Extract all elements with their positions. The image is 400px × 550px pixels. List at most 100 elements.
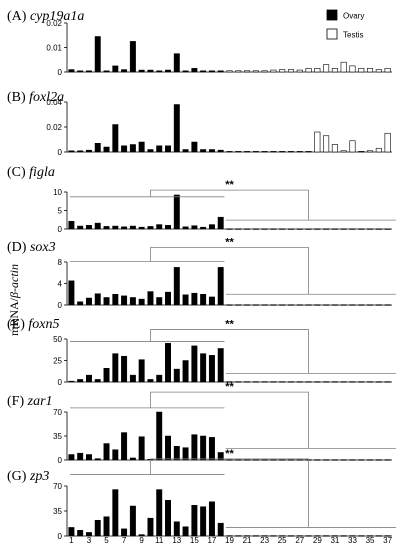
y-tick-label: 35 xyxy=(53,507,62,516)
bar-ovary xyxy=(68,150,75,153)
bar-testis xyxy=(331,144,338,153)
significance-marker: ** xyxy=(225,319,234,331)
bar-testis xyxy=(287,535,295,537)
bar-ovary xyxy=(191,141,198,153)
bar-ovary xyxy=(208,296,215,306)
panel-letter: (A) xyxy=(7,9,30,24)
bar-ovary xyxy=(77,225,84,230)
y-axis-label: mRNA/β-actin xyxy=(7,264,21,336)
bar-testis xyxy=(296,69,303,73)
bar-testis xyxy=(287,459,295,461)
bar-testis xyxy=(270,381,277,383)
significance-marker: ** xyxy=(225,236,234,248)
bar-ovary xyxy=(94,458,101,461)
x-tick-label: 21 xyxy=(243,536,252,545)
y-tick-label: 10 xyxy=(53,188,62,197)
bar-ovary xyxy=(182,294,189,306)
y-tick-label: 0.04 xyxy=(46,98,62,107)
bar-testis xyxy=(287,151,295,153)
bar-ovary xyxy=(200,294,207,306)
bar-testis xyxy=(287,228,295,230)
bar-ovary xyxy=(68,220,75,230)
bar-testis xyxy=(270,304,277,306)
bar-ovary xyxy=(112,449,119,461)
bar-ovary xyxy=(173,194,180,230)
bar-testis xyxy=(358,68,365,73)
bar-testis xyxy=(384,228,391,230)
bar-ovary xyxy=(121,145,128,153)
bar-ovary xyxy=(156,145,163,153)
bar-testis xyxy=(349,381,356,383)
bar-testis xyxy=(358,151,365,153)
bar-ovary xyxy=(68,527,75,537)
bar-testis xyxy=(235,70,242,73)
bar-ovary xyxy=(200,506,207,537)
bar-testis xyxy=(323,135,330,153)
bar-ovary xyxy=(138,141,145,153)
x-tick-label: 17 xyxy=(207,536,216,545)
bar-ovary xyxy=(156,374,163,383)
bar-testis xyxy=(296,459,303,461)
bar-ovary xyxy=(165,145,171,153)
bar-testis xyxy=(279,304,286,306)
bar-testis xyxy=(235,459,242,461)
x-tick-label: 37 xyxy=(383,536,392,545)
bar-testis xyxy=(244,304,251,306)
bar-ovary xyxy=(121,355,128,383)
y-axis-label-italic: β-actin xyxy=(7,264,21,299)
bar-testis xyxy=(349,535,356,537)
bar-ovary xyxy=(138,436,145,461)
bar-testis xyxy=(261,151,268,153)
x-tick-label: 5 xyxy=(104,536,109,545)
bar-ovary xyxy=(147,379,154,383)
bar-ovary xyxy=(217,70,224,73)
significance-bracket xyxy=(150,391,309,449)
bar-ovary xyxy=(182,149,189,153)
bar-testis xyxy=(349,304,356,306)
bar-ovary xyxy=(208,149,215,153)
bar-testis xyxy=(261,70,268,73)
bar-ovary xyxy=(103,443,110,461)
bar-testis xyxy=(305,304,312,306)
y-tick-label: 0 xyxy=(58,301,63,310)
bar-testis xyxy=(340,61,347,73)
bar-ovary xyxy=(217,522,224,537)
bar-testis xyxy=(314,459,321,461)
panel-letter: (C) xyxy=(7,165,29,180)
bar-ovary xyxy=(156,411,163,461)
bar-testis xyxy=(226,70,233,73)
bar-ovary xyxy=(94,520,101,537)
bar-ovary xyxy=(85,225,92,230)
y-tick-label: 0 xyxy=(58,148,63,157)
bar-testis xyxy=(367,459,374,461)
bar-ovary xyxy=(208,355,215,383)
bar-ovary xyxy=(156,70,163,73)
panel-letter: (F) xyxy=(7,394,28,409)
bar-testis xyxy=(252,381,259,383)
bar-testis xyxy=(384,459,391,461)
bar-testis xyxy=(226,459,233,461)
bar-ovary xyxy=(129,225,136,230)
x-tick-label: 25 xyxy=(278,536,287,545)
bar-testis xyxy=(367,228,374,230)
bar-testis xyxy=(384,304,391,306)
bar-testis xyxy=(331,228,338,230)
bar-ovary xyxy=(129,374,136,383)
bar-ovary xyxy=(68,280,75,306)
bar-ovary xyxy=(208,501,215,537)
bar-ovary xyxy=(85,149,92,153)
bar-testis xyxy=(349,459,356,461)
bar-testis xyxy=(384,381,391,383)
y-tick-label: 5 xyxy=(58,207,63,216)
bar-testis xyxy=(226,535,233,537)
y-tick-label: 0 xyxy=(58,225,63,234)
bar-ovary xyxy=(103,146,110,153)
bar-testis xyxy=(323,304,330,306)
x-tick-label: 31 xyxy=(330,536,339,545)
bar-ovary xyxy=(165,435,171,461)
bar-testis xyxy=(296,304,303,306)
bar-ovary xyxy=(200,353,207,383)
bar-testis xyxy=(252,304,259,306)
bar-testis xyxy=(349,65,356,73)
bar-ovary xyxy=(156,489,163,537)
